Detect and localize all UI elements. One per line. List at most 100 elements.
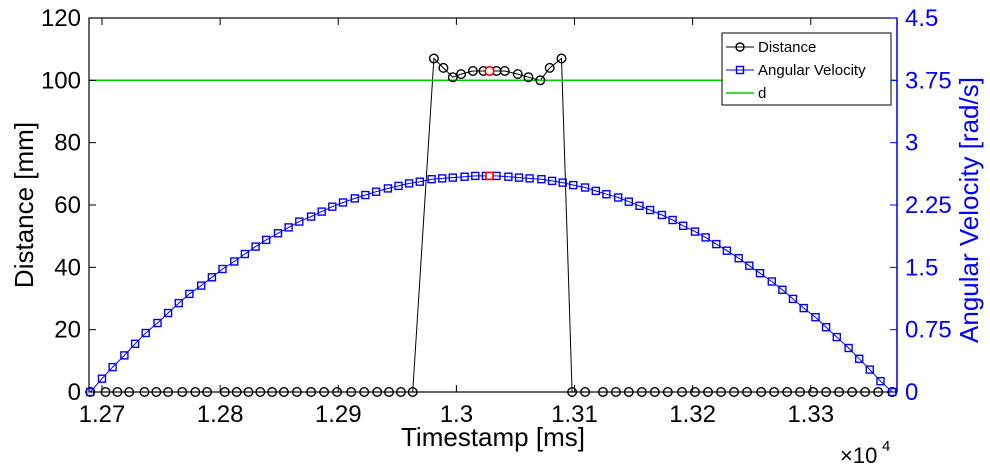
- angular-velocity-point: [295, 217, 304, 226]
- angular-velocity-point: [404, 179, 414, 188]
- x-axis-exponent-power: 4: [882, 438, 890, 455]
- right-y-axis-title: Angular Velocity [rad/s]: [954, 77, 984, 343]
- right-y-tick-label: 0: [905, 379, 918, 406]
- angular-velocity-point: [448, 173, 457, 182]
- angular-velocity-point: [668, 215, 677, 225]
- angular-velocity-point: [514, 173, 524, 182]
- left-y-tick-label: 100: [41, 67, 81, 94]
- angular-velocity-point: [460, 172, 469, 181]
- right-y-tick-label: 1.5: [905, 254, 938, 281]
- x-tick-label: 1.31: [551, 401, 598, 428]
- distance-point: [428, 53, 439, 64]
- angular-velocity-point: [701, 233, 710, 242]
- legend-threshold-label: d: [758, 85, 766, 102]
- x-axis-ticks-group: 1.27 1.28 1.29 1.3 1.31 1.32 1.33: [79, 18, 834, 428]
- distance-point: [512, 69, 523, 80]
- angular-velocity-point: [438, 174, 447, 183]
- distance-point: [447, 72, 458, 83]
- angular-velocity-point: [207, 273, 217, 282]
- angular-velocity-point: [141, 328, 150, 338]
- left-y-tick-label: 80: [54, 130, 81, 157]
- left-y-tick-label: 40: [54, 254, 81, 281]
- angular-velocity-point: [427, 174, 436, 184]
- angular-velocity-point: [580, 183, 590, 192]
- right-y-tick-label: 2.25: [905, 192, 952, 219]
- left-y-axis-ticks-group: 0 20 40 60 80 100 120: [41, 5, 96, 406]
- left-y-tick-label: 120: [41, 5, 81, 32]
- right-y-tick-label: 0.75: [905, 317, 952, 344]
- x-tick-label: 1.3: [440, 401, 473, 428]
- angular-velocity-point: [547, 176, 557, 186]
- angular-velocity-point: [657, 210, 667, 220]
- x-axis-exponent-base: ×10: [840, 443, 877, 468]
- angular-velocity-point: [361, 190, 370, 200]
- right-y-tick-label: 3: [905, 130, 918, 157]
- angular-velocity-point: [338, 198, 348, 207]
- angular-velocity-point: [767, 277, 776, 286]
- legend-distance-swatch-marker: [735, 42, 745, 52]
- angular-velocity-point: [844, 343, 853, 353]
- x-tick-label: 1.32: [669, 401, 716, 428]
- angular-velocity-point: [394, 181, 403, 191]
- right-y-tick-label: 3.75: [905, 67, 952, 94]
- angular-velocity-point: [679, 221, 688, 231]
- angular-velocity-point: [645, 205, 655, 215]
- distance-highlight-point: [484, 65, 495, 77]
- angular-velocity-point: [722, 246, 732, 255]
- angular-velocity-point: [624, 197, 633, 206]
- angular-velocity-point: [865, 365, 874, 374]
- distance-point: [499, 65, 510, 76]
- angular-velocity-point: [799, 303, 808, 313]
- x-tick-label: 1.29: [315, 401, 362, 428]
- distance-point: [556, 53, 567, 64]
- angular-velocity-point: [778, 285, 787, 294]
- distance-point: [535, 75, 546, 86]
- angular-velocity-point: [811, 313, 820, 322]
- legend-velocity-swatch-marker: [735, 65, 745, 75]
- angular-velocity-highlight-point: [485, 171, 494, 181]
- angular-velocity-point: [525, 174, 534, 183]
- angular-velocity-point: [712, 239, 721, 249]
- angular-velocity-point: [108, 362, 117, 372]
- angular-velocity-point: [537, 174, 546, 184]
- angular-velocity-point: [371, 187, 381, 196]
- distance-point: [467, 65, 478, 76]
- angular-velocity-point: [602, 189, 611, 199]
- angular-velocity-point: [876, 377, 885, 386]
- angular-velocity-point: [306, 212, 316, 221]
- angular-velocity-point: [218, 264, 227, 274]
- angular-velocity-point: [788, 294, 798, 304]
- angular-velocity-point: [284, 223, 293, 232]
- distance-point: [438, 62, 449, 73]
- angular-velocity-point: [174, 298, 184, 308]
- x-axis-title: Timestamp [ms]: [401, 422, 585, 452]
- distance-point: [544, 62, 555, 73]
- angular-velocity-point: [240, 249, 250, 259]
- legend: Distance Angular Velocity d: [721, 32, 892, 106]
- angular-velocity-point: [734, 253, 743, 263]
- angular-velocity-point: [415, 177, 424, 186]
- angular-velocity-point: [569, 180, 578, 190]
- right-y-axis-ticks-group: 0 0.75 1.5 2.25 3 3.75 4.5: [890, 5, 952, 406]
- angular-velocity-point: [230, 257, 239, 266]
- distance-point: [523, 72, 534, 83]
- left-y-tick-label: 20: [54, 317, 81, 344]
- angular-velocity-point: [635, 201, 644, 211]
- angular-velocity-point: [558, 178, 567, 187]
- angular-velocity-point: [755, 269, 765, 278]
- angular-velocity-point: [97, 374, 107, 383]
- x-tick-label: 1.27: [79, 401, 126, 428]
- x-tick-label: 1.33: [787, 401, 834, 428]
- angular-velocity-point: [273, 229, 283, 238]
- angular-velocity-point: [317, 207, 326, 216]
- angular-velocity-point: [163, 308, 173, 318]
- legend-velocity-label: Angular Velocity: [758, 62, 866, 79]
- angular-velocity-point: [350, 194, 359, 203]
- angular-velocity-point: [383, 184, 393, 193]
- angular-velocity-point: [690, 227, 700, 236]
- angular-velocity-point: [821, 323, 831, 332]
- angular-velocity-point: [855, 354, 864, 363]
- right-y-tick-label: 4.5: [905, 5, 938, 32]
